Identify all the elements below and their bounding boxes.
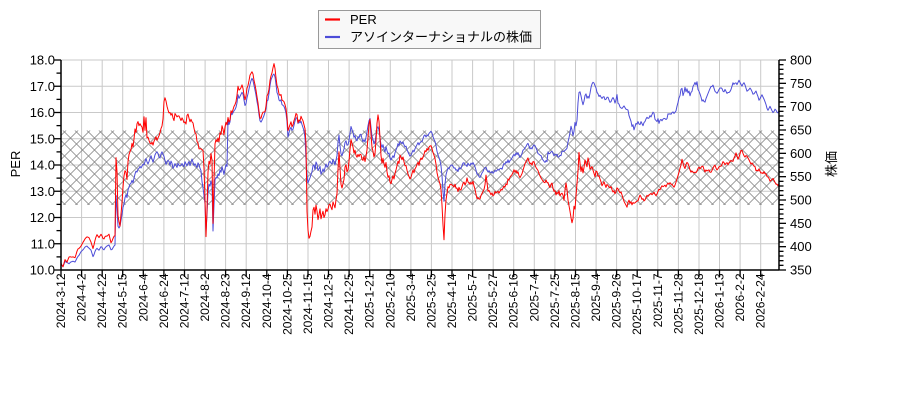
svg-text:2024-12-5: 2024-12-5 — [322, 273, 336, 328]
svg-text:18.0: 18.0 — [30, 53, 55, 68]
svg-text:13.0: 13.0 — [30, 184, 55, 199]
svg-text:2024-3-12: 2024-3-12 — [54, 273, 68, 328]
svg-text:750: 750 — [790, 76, 812, 91]
svg-text:500: 500 — [790, 193, 812, 208]
svg-text:2024-12-25: 2024-12-25 — [342, 273, 356, 335]
svg-text:350: 350 — [790, 263, 812, 278]
svg-text:2026-1-13: 2026-1-13 — [713, 273, 727, 328]
svg-text:11.0: 11.0 — [31, 236, 55, 251]
svg-text:2024-6-24: 2024-6-24 — [157, 273, 171, 328]
svg-text:2026-2-2: 2026-2-2 — [733, 273, 747, 321]
svg-text:550: 550 — [790, 169, 812, 184]
svg-text:2025-5-7: 2025-5-7 — [466, 273, 480, 321]
svg-text:2024-8-23: 2024-8-23 — [219, 273, 233, 328]
svg-text:PER: PER — [350, 12, 377, 27]
svg-text:400: 400 — [790, 239, 812, 254]
svg-text:2024-8-2: 2024-8-2 — [198, 273, 212, 321]
svg-text:2025-1-21: 2025-1-21 — [363, 273, 377, 328]
svg-text:2025-6-16: 2025-6-16 — [507, 273, 521, 328]
svg-text:2025-7-4: 2025-7-4 — [527, 273, 541, 321]
svg-text:2024-10-4: 2024-10-4 — [260, 273, 274, 328]
svg-text:2025-9-4: 2025-9-4 — [589, 273, 603, 321]
svg-text:15.0: 15.0 — [30, 131, 55, 146]
svg-text:2025-11-7: 2025-11-7 — [651, 273, 665, 327]
svg-text:2025-10-17: 2025-10-17 — [630, 273, 644, 335]
svg-text:12.0: 12.0 — [30, 210, 55, 225]
svg-text:2024-11-15: 2024-11-15 — [301, 273, 315, 334]
svg-text:PER: PER — [8, 151, 23, 178]
svg-text:10.0: 10.0 — [30, 263, 55, 278]
svg-text:2024-9-12: 2024-9-12 — [239, 273, 253, 328]
svg-text:2025-5-27: 2025-5-27 — [486, 273, 500, 328]
svg-text:2025-12-18: 2025-12-18 — [692, 273, 706, 335]
svg-text:2025-7-25: 2025-7-25 — [548, 273, 562, 328]
svg-text:2024-4-22: 2024-4-22 — [95, 273, 109, 328]
svg-text:14.0: 14.0 — [30, 158, 55, 173]
svg-text:2026-2-24: 2026-2-24 — [754, 273, 768, 328]
svg-text:株価: 株価 — [824, 151, 839, 177]
svg-text:2024-7-12: 2024-7-12 — [178, 273, 192, 328]
svg-text:17.0: 17.0 — [30, 79, 55, 94]
svg-text:2024-10-25: 2024-10-25 — [280, 273, 294, 335]
svg-text:2025-9-26: 2025-9-26 — [610, 273, 624, 328]
svg-text:2024-5-15: 2024-5-15 — [116, 273, 130, 328]
svg-text:16.0: 16.0 — [30, 105, 55, 120]
svg-text:700: 700 — [790, 99, 812, 114]
svg-text:2025-8-15: 2025-8-15 — [569, 273, 583, 328]
svg-text:2024-6-4: 2024-6-4 — [136, 273, 150, 321]
svg-text:2025-4-14: 2025-4-14 — [445, 273, 459, 328]
svg-text:800: 800 — [790, 53, 812, 68]
svg-text:2025-3-4: 2025-3-4 — [404, 273, 418, 321]
svg-text:2025-2-10: 2025-2-10 — [383, 273, 397, 328]
svg-text:2025-11-28: 2025-11-28 — [671, 273, 685, 334]
svg-text:2025-3-25: 2025-3-25 — [424, 273, 438, 328]
svg-text:450: 450 — [790, 216, 812, 231]
svg-text:600: 600 — [790, 146, 812, 161]
svg-text:アソインターナショナルの株価: アソインターナショナルの株価 — [350, 30, 532, 45]
svg-text:2024-4-2: 2024-4-2 — [75, 273, 89, 321]
svg-text:650: 650 — [790, 123, 812, 138]
